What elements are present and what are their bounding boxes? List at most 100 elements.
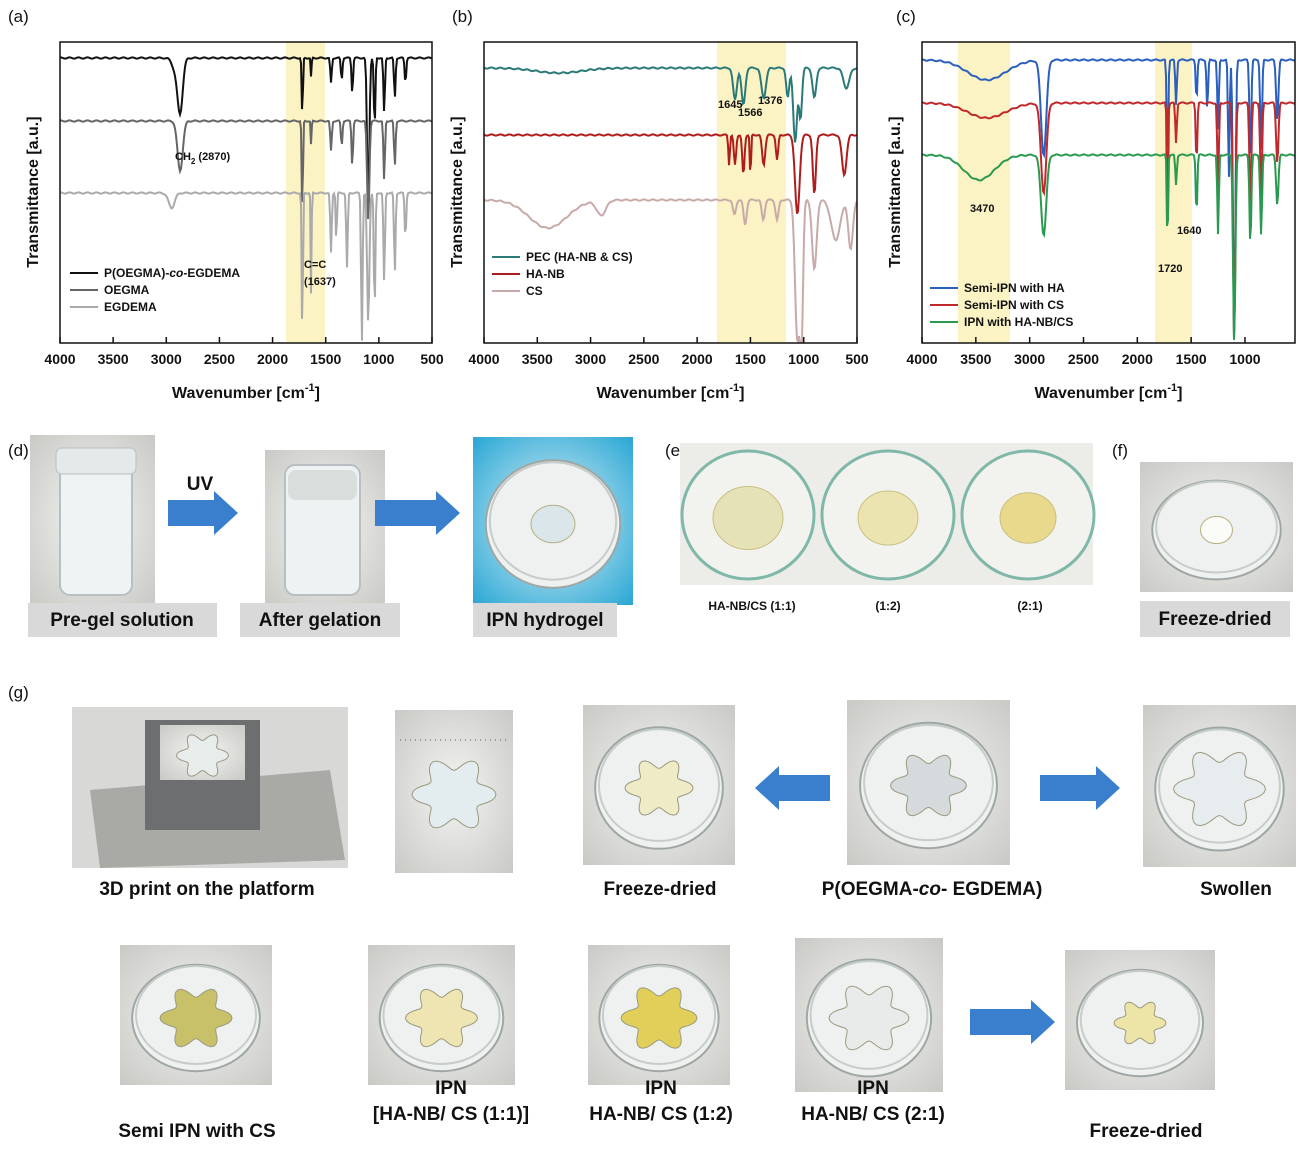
x-tick-label: 3000 (1014, 351, 1045, 367)
caption: [HA-NB/ CS (1:1)] (373, 1104, 529, 1125)
x-tick-label: 1500 (310, 351, 341, 367)
label: Freeze-dried (604, 879, 717, 900)
label-part: -EGDEMA (183, 266, 240, 280)
label-part: (2870) (195, 151, 230, 163)
label-part: PEC (HA-NB & CS) (526, 250, 633, 264)
label: 1720 (1158, 263, 1182, 275)
x-tick-label: 4000 (906, 351, 937, 367)
label-part: ] (739, 385, 744, 402)
x-tick-label: 3000 (151, 351, 182, 367)
y-axis-title: Transmittance [a.u.] (25, 116, 42, 267)
x-axis-title: Wavenumber [cm-1] (597, 382, 745, 402)
label: HA-NB (526, 267, 565, 281)
panel-label: (f) (1112, 441, 1128, 460)
label: 1640 (1177, 225, 1201, 237)
label-part: Wavenumber [cm (1035, 385, 1168, 402)
x-tick-label: 4000 (468, 351, 499, 367)
x-tick-label: 2500 (1068, 351, 1099, 367)
caption: IPN (645, 1078, 677, 1099)
label: Swollen (1200, 879, 1272, 900)
caption: HA-NB/ CS (1:2) (589, 1104, 733, 1125)
label-part: P(OEGMA)- (104, 266, 169, 280)
y-axis-title: Transmittance [a.u.] (887, 116, 904, 267)
label-part: Wavenumber [cm (172, 385, 305, 402)
caption: Pre-gel solution (50, 610, 194, 631)
sample (1000, 493, 1056, 543)
label-part: ] (1177, 385, 1182, 402)
panel-label: (d) (8, 441, 29, 460)
caption: Semi IPN with CS (118, 1121, 275, 1142)
label: (1637) (304, 276, 336, 288)
caption: HA-NB/ CS (2:1) (801, 1104, 945, 1125)
panel-label: (g) (8, 683, 29, 702)
arrow (1040, 766, 1120, 810)
label: Semi-IPN with CS (964, 298, 1064, 312)
x-tick-label: 3500 (98, 351, 129, 367)
label-part: 1376 (758, 95, 782, 107)
label-part: C=C (304, 259, 326, 271)
label: C=C (304, 259, 326, 271)
label-part: 1720 (1158, 263, 1182, 275)
label-part: 1566 (738, 107, 762, 119)
x-tick-label: 2000 (682, 351, 713, 367)
label-part: (1637) (304, 276, 336, 288)
highlight-band (1155, 42, 1192, 343)
arrow (755, 766, 830, 810)
label: 1376 (758, 95, 782, 107)
x-tick-label: 2000 (257, 351, 288, 367)
arrow (168, 491, 238, 535)
figure: 4000 3500 3000 2500 2000 1500 1000 500 (a) Wavenu… (0, 0, 1301, 1153)
x-tick-label: 1000 (1229, 351, 1260, 367)
caption: IPN hydrogel (486, 610, 603, 631)
x-tick-label: 3000 (575, 351, 606, 367)
label: CS (526, 284, 543, 298)
label-part: CS (526, 284, 543, 298)
x-tick-label: 3500 (960, 351, 991, 367)
vial (60, 460, 132, 595)
caption: Freeze-dried (1159, 609, 1272, 630)
spectrum (60, 57, 432, 205)
x-tick-label: 1000 (363, 351, 394, 367)
label-part: co (169, 266, 183, 280)
x-tick-label: 1500 (735, 351, 766, 367)
label: P(OEGMA-co- EGDEMA) (822, 879, 1043, 900)
label-part: OEGMA (104, 283, 150, 297)
x-axis-title: Wavenumber [cm-1] (1035, 382, 1183, 402)
caption: IPN (435, 1078, 467, 1099)
spectrum (484, 67, 857, 142)
panel-label: (a) (8, 7, 29, 26)
x-tick-label: 2000 (1122, 351, 1153, 367)
caption: HA-NB/CS (1:1) (708, 599, 795, 613)
label: EGDEMA (104, 300, 157, 314)
label-part: IPN with HA-NB/CS (964, 315, 1073, 329)
x-tick-label: 3500 (522, 351, 553, 367)
x-tick-label: 2500 (204, 351, 235, 367)
caption: (1:2) (875, 599, 900, 613)
label-part: HA-NB (526, 267, 565, 281)
x-tick-label: 4000 (44, 351, 75, 367)
arrow-label: UV (187, 474, 214, 495)
x-tick-label: 500 (420, 351, 444, 367)
label-part: -1 (729, 382, 739, 394)
label: 1566 (738, 107, 762, 119)
label: OEGMA (104, 283, 150, 297)
x-tick-label: 1500 (1176, 351, 1207, 367)
label: 3470 (970, 203, 994, 215)
label-part: 3D print on the platform (99, 879, 314, 900)
spectrum (484, 134, 857, 213)
label-part: -1 (305, 382, 315, 394)
label-part: EGDEMA (104, 300, 157, 314)
arrow (375, 491, 460, 535)
x-axis-title: Wavenumber [cm-1] (172, 382, 320, 402)
caption: IPN (857, 1078, 889, 1099)
label-part: co (919, 879, 941, 900)
label-part: Swollen (1200, 879, 1272, 900)
label-part: CH (175, 151, 191, 163)
label-part: -1 (1167, 382, 1177, 394)
sample (531, 505, 575, 542)
highlight-band (717, 42, 786, 343)
x-tick-label: 500 (845, 351, 869, 367)
label: Semi-IPN with HA (964, 281, 1065, 295)
label-part: Wavenumber [cm (597, 385, 730, 402)
panel-label: (c) (896, 7, 916, 26)
